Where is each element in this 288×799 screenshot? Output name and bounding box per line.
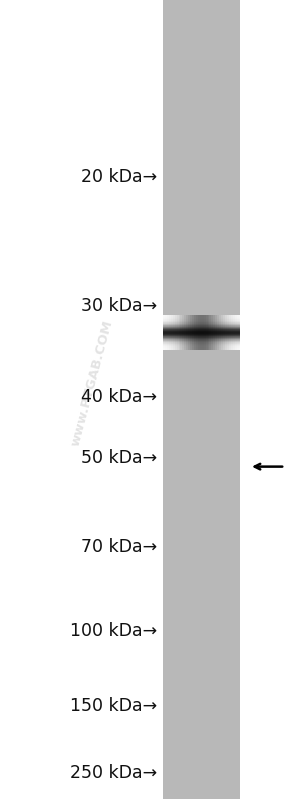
Bar bbox=[208, 315, 209, 350]
Bar bbox=[163, 0, 240, 799]
Bar bbox=[181, 315, 182, 350]
Bar bbox=[184, 315, 186, 350]
Bar bbox=[227, 315, 229, 350]
Text: 40 kDa→: 40 kDa→ bbox=[81, 388, 157, 406]
Bar bbox=[194, 315, 196, 350]
Bar bbox=[235, 315, 237, 350]
Bar bbox=[209, 315, 211, 350]
Bar bbox=[213, 315, 215, 350]
Bar bbox=[231, 315, 233, 350]
Bar bbox=[190, 315, 192, 350]
Bar bbox=[225, 315, 227, 350]
Bar bbox=[229, 315, 231, 350]
Bar bbox=[179, 315, 181, 350]
Bar bbox=[202, 315, 204, 350]
Bar bbox=[175, 315, 177, 350]
Bar bbox=[177, 315, 179, 350]
Text: 150 kDa→: 150 kDa→ bbox=[70, 697, 157, 714]
Text: 100 kDa→: 100 kDa→ bbox=[70, 622, 157, 640]
Bar bbox=[188, 315, 190, 350]
Text: 50 kDa→: 50 kDa→ bbox=[81, 449, 157, 467]
Bar bbox=[237, 315, 238, 350]
Bar bbox=[211, 315, 213, 350]
Text: 250 kDa→: 250 kDa→ bbox=[70, 765, 157, 782]
Bar bbox=[165, 315, 167, 350]
Bar bbox=[206, 315, 208, 350]
Bar bbox=[233, 315, 235, 350]
Bar bbox=[221, 315, 223, 350]
Bar bbox=[169, 315, 171, 350]
Bar bbox=[192, 315, 194, 350]
Bar bbox=[204, 315, 206, 350]
Bar bbox=[186, 315, 188, 350]
Text: 70 kDa→: 70 kDa→ bbox=[81, 539, 157, 556]
Bar bbox=[163, 315, 165, 350]
Bar bbox=[217, 315, 219, 350]
Bar bbox=[219, 315, 221, 350]
Bar bbox=[198, 315, 200, 350]
Text: 20 kDa→: 20 kDa→ bbox=[81, 169, 157, 186]
Bar bbox=[173, 315, 175, 350]
Bar bbox=[238, 315, 240, 350]
Bar bbox=[167, 315, 169, 350]
Text: 30 kDa→: 30 kDa→ bbox=[81, 297, 157, 315]
Bar bbox=[182, 315, 184, 350]
Bar bbox=[223, 315, 225, 350]
Text: www.PTGAB.COM: www.PTGAB.COM bbox=[69, 319, 115, 448]
Bar bbox=[196, 315, 198, 350]
Bar bbox=[171, 315, 173, 350]
Bar bbox=[215, 315, 217, 350]
Bar bbox=[200, 315, 202, 350]
